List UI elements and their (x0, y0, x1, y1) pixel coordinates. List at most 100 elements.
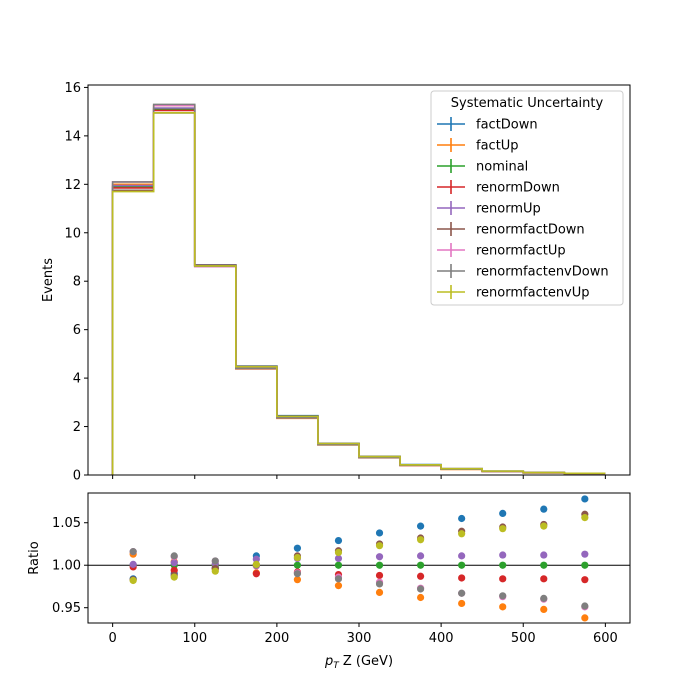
ratio-x-ticks: 0 100 200 300 400 500 600 (108, 623, 618, 646)
legend-item-renormfactUp: renormfactUp (437, 243, 566, 259)
legend-title: Systematic Uncertainty (451, 96, 604, 111)
ratio-point-renormUp (170, 559, 178, 567)
ratio-y-tick-label: 1.00 (52, 559, 81, 574)
ratio-point-factDown (458, 514, 466, 523)
legend-item-renormUp: renormUp (437, 201, 541, 217)
ratio-point-renormfactenvUp (375, 542, 384, 550)
ratio-point-renormUp (129, 560, 137, 568)
histogram-y-tick-label: 8 (73, 275, 81, 290)
ratio-point-renormUp (458, 552, 466, 560)
legend-label: renormUp (476, 202, 541, 217)
ratio-point-renormUp (375, 553, 384, 561)
ratio-point-renormfactenvDown (499, 592, 507, 600)
ratio-point-renormfactenvUp (540, 522, 548, 530)
x-label-rest: Z (GeV) (339, 654, 393, 669)
legend-label: renormDown (476, 181, 560, 196)
histogram-y-tick-label: 16 (64, 81, 81, 96)
ratio-point-renormDown (375, 571, 384, 580)
legend-label: renormfactenvDown (476, 265, 609, 280)
ratio-point-renormUp (334, 554, 343, 563)
ratio-x-tick-label: 500 (511, 631, 536, 646)
legend-items: factDown factUp nominal renormDown renormUp r… (437, 117, 609, 301)
ratio-point-factDown (499, 509, 507, 517)
ratio-point-renormfactenvDown (458, 589, 466, 597)
histogram-y-tick-label: 4 (73, 372, 81, 387)
histogram-y-label: Events (41, 258, 56, 302)
legend-item-factDown: factDown (437, 117, 538, 133)
ratio-y-ticks: 0.95 1.00 1.05 (52, 516, 88, 616)
ratio-x-tick-label: 100 (182, 631, 207, 646)
ratio-point-renormfactenvUp (416, 536, 425, 544)
ratio-point-factDown (293, 544, 302, 552)
ratio-point-factUp (375, 588, 384, 597)
ratio-point-renormUp (499, 551, 507, 559)
legend-item-factUp: factUp (437, 138, 519, 154)
ratio-point-renormfactenvDown (334, 575, 343, 583)
histogram-panel: 0 2 4 6 8 10 12 14 16 Events (41, 81, 631, 484)
ratio-point-factDown (334, 536, 343, 545)
ratio-point-renormfactenvDown (211, 557, 219, 565)
ratio-point-renormUp (416, 552, 425, 560)
ratio-x-tick-label: 600 (593, 631, 618, 646)
ratio-point-factUp (416, 593, 425, 602)
ratio-point-nominal (416, 561, 425, 569)
ratio-point-nominal (540, 561, 548, 569)
ratio-point-renormDown (581, 576, 589, 584)
ratio-x-tick-label: 0 (108, 631, 116, 646)
ratio-point-factUp (499, 603, 507, 611)
ratio-point-renormfactenvDown (581, 602, 589, 610)
ratio-point-nominal (334, 561, 343, 569)
histogram-lines (111, 103, 606, 475)
x-label-sub: T (333, 661, 340, 671)
legend-label: nominal (476, 160, 528, 175)
ratio-point-renormDown (540, 575, 548, 583)
legend-label: renormfactDown (476, 223, 585, 238)
ratio-point-renormDown (499, 575, 507, 583)
ratio-point-nominal (581, 561, 589, 569)
ratio-point-renormfactenvDown (375, 580, 384, 588)
ratio-point-renormfactenvUp (170, 573, 178, 581)
histogram-series-renormfactenvUp (111, 112, 606, 475)
ratio-panel: 0.95 1.00 1.05 0 100 200 300 400 500 600 Ratio p… (27, 492, 631, 671)
ratio-point-renormUp (540, 551, 548, 559)
legend: Systematic Uncertainty factDown factUp nom… (430, 90, 624, 306)
ratio-point-factUp (458, 599, 466, 608)
ratio-point-renormDown (416, 572, 425, 580)
histogram-y-tick-label: 14 (64, 129, 81, 144)
ratio-point-renormfactenvDown (170, 552, 178, 560)
ratio-point-factUp (540, 605, 548, 614)
legend-item-renormfactDown: renormfactDown (437, 222, 585, 238)
ratio-point-renormfactenvUp (129, 576, 137, 585)
ratio-point-renormfactenvUp (334, 548, 343, 557)
ratio-point-renormfactenvUp (458, 530, 466, 538)
legend-item-nominal: nominal (437, 159, 528, 175)
ratio-point-renormfactenvUp (581, 514, 589, 522)
histogram-y-tick-label: 2 (73, 420, 81, 435)
legend-item-renormfactenvUp: renormfactenvUp (437, 285, 590, 301)
ratio-point-factDown (581, 495, 589, 503)
ratio-point-renormfactenvDown (540, 594, 548, 602)
ratio-point-renormfactenvUp (252, 560, 260, 568)
ratio-point-renormfactenvUp (499, 525, 507, 533)
histogram-y-tick-label: 12 (64, 178, 81, 193)
legend-item-renormfactenvDown: renormfactenvDown (437, 264, 609, 280)
ratio-point-renormDown (252, 570, 260, 578)
histogram-frame (87, 84, 631, 476)
x-label-base: p (324, 654, 333, 669)
ratio-point-factUp (293, 576, 302, 584)
histogram-x-ticks (112, 475, 606, 479)
ratio-point-renormfactenvUp (211, 567, 219, 575)
legend-label: factUp (476, 139, 519, 154)
ratio-x-tick-label: 400 (429, 631, 454, 646)
ratio-point-nominal (458, 561, 466, 569)
legend-item-renormDown: renormDown (437, 180, 560, 196)
legend-box (430, 90, 624, 306)
ratio-point-factDown (416, 522, 425, 530)
ratio-point-factUp (334, 582, 343, 590)
histogram-y-tick-label: 6 (73, 323, 81, 338)
histogram-y-ticks: 0 2 4 6 8 10 12 14 16 (64, 81, 88, 484)
ratio-point-factUp (581, 614, 589, 622)
legend-label: renormfactUp (476, 244, 566, 259)
ratio-point-nominal (375, 561, 384, 569)
